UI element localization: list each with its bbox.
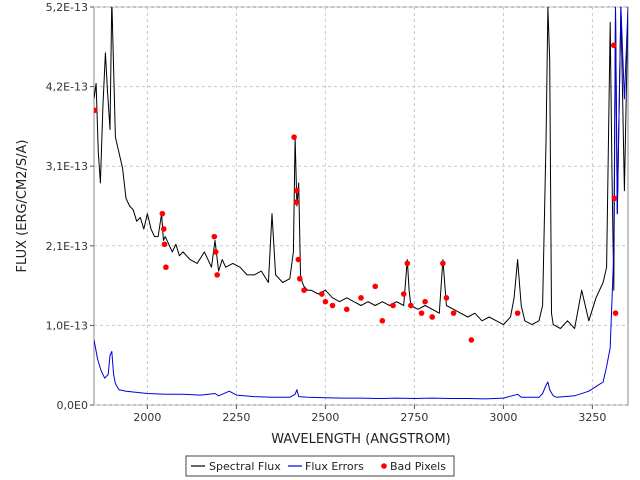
grid-lines xyxy=(94,6,628,406)
y-axis: 0,0E0 1,0E-13 2,1E-13 3,1E-13 4,2E-13 5,2E-13 xyxy=(46,1,94,412)
x-axis-title: WAVELENGTH (ANGSTROM) xyxy=(271,432,450,447)
plot-area xyxy=(93,6,629,406)
bad-pixel-point xyxy=(443,295,450,301)
x-tick-label: 3250 xyxy=(578,411,606,424)
bad-pixel-point xyxy=(212,249,219,255)
y-axis-title: FLUX (ERG/CM2/S/A) xyxy=(15,140,30,273)
bad-pixel-point xyxy=(163,264,169,271)
bad-pixel-point xyxy=(404,260,411,267)
legend-label: Bad Pixels xyxy=(390,460,446,473)
bad-pixel-point xyxy=(379,318,386,324)
y-tick-label: 1,0E-13 xyxy=(46,319,88,332)
x-tick-label: 2000 xyxy=(133,411,161,424)
bad-pixel-point xyxy=(301,287,307,293)
x-axis: 2000 2250 2500 2750 3000 3250 xyxy=(133,405,606,424)
bad-pixel-point xyxy=(160,226,167,232)
bad-pixel-point xyxy=(611,195,618,202)
y-tick-label: 4,2E-13 xyxy=(46,81,88,94)
bad-pixel-point xyxy=(429,314,436,320)
bad-pixel-point xyxy=(291,134,297,140)
bad-pixel-point xyxy=(610,42,617,49)
y-tick-label: 5,2E-13 xyxy=(46,1,88,14)
bad-pixel-point xyxy=(400,291,407,297)
legend-box xyxy=(185,455,455,477)
legend-swatch xyxy=(381,463,387,469)
bad-pixel-point xyxy=(295,256,302,263)
bad-pixel-point xyxy=(293,199,300,205)
bad-pixel-point xyxy=(322,298,329,305)
y-tick-label: 0,0E0 xyxy=(57,399,88,412)
legend: Spectral Flux Flux Errors Bad Pixels xyxy=(185,455,455,477)
series-group xyxy=(94,7,628,400)
bad-pixel-point xyxy=(329,302,336,309)
bad-pixel-point xyxy=(612,310,619,316)
bad-pixel-point xyxy=(514,310,521,316)
bad-pixel-point xyxy=(296,275,303,282)
y-tick-label: 2,1E-13 xyxy=(46,240,88,253)
x-tick-label: 3000 xyxy=(489,411,517,424)
bad-pixel-point xyxy=(408,302,414,309)
bad-pixel-point xyxy=(161,241,168,248)
bad-pixel-point xyxy=(422,298,428,305)
bad-pixel-point xyxy=(468,337,475,343)
bad-pixel-point xyxy=(440,260,446,267)
bad-pixel-point xyxy=(418,310,425,316)
x-tick-label: 2750 xyxy=(400,411,428,424)
y-tick-label: 3,1E-13 xyxy=(46,160,88,173)
bad-pixel-point xyxy=(390,302,396,309)
bad-pixel-point xyxy=(94,107,98,114)
bad-pixel-point xyxy=(343,306,350,313)
x-tick-label: 2500 xyxy=(311,411,339,424)
bad-pixel-point xyxy=(372,283,379,290)
bad-pixel-point xyxy=(358,295,364,301)
bad-pixel-point xyxy=(211,233,218,240)
legend-label: Spectral Flux xyxy=(209,460,281,473)
series-layer xyxy=(94,7,628,400)
bad-pixel-point xyxy=(319,291,325,297)
legend-label: Flux Errors xyxy=(305,460,364,473)
x-tick-label: 2250 xyxy=(222,411,250,424)
bad-pixel-point xyxy=(294,187,300,194)
bad-pixel-point xyxy=(159,210,166,217)
flux-errors-line xyxy=(94,7,628,400)
bad-pixel-point xyxy=(214,272,220,278)
bad-pixel-point xyxy=(450,310,457,316)
